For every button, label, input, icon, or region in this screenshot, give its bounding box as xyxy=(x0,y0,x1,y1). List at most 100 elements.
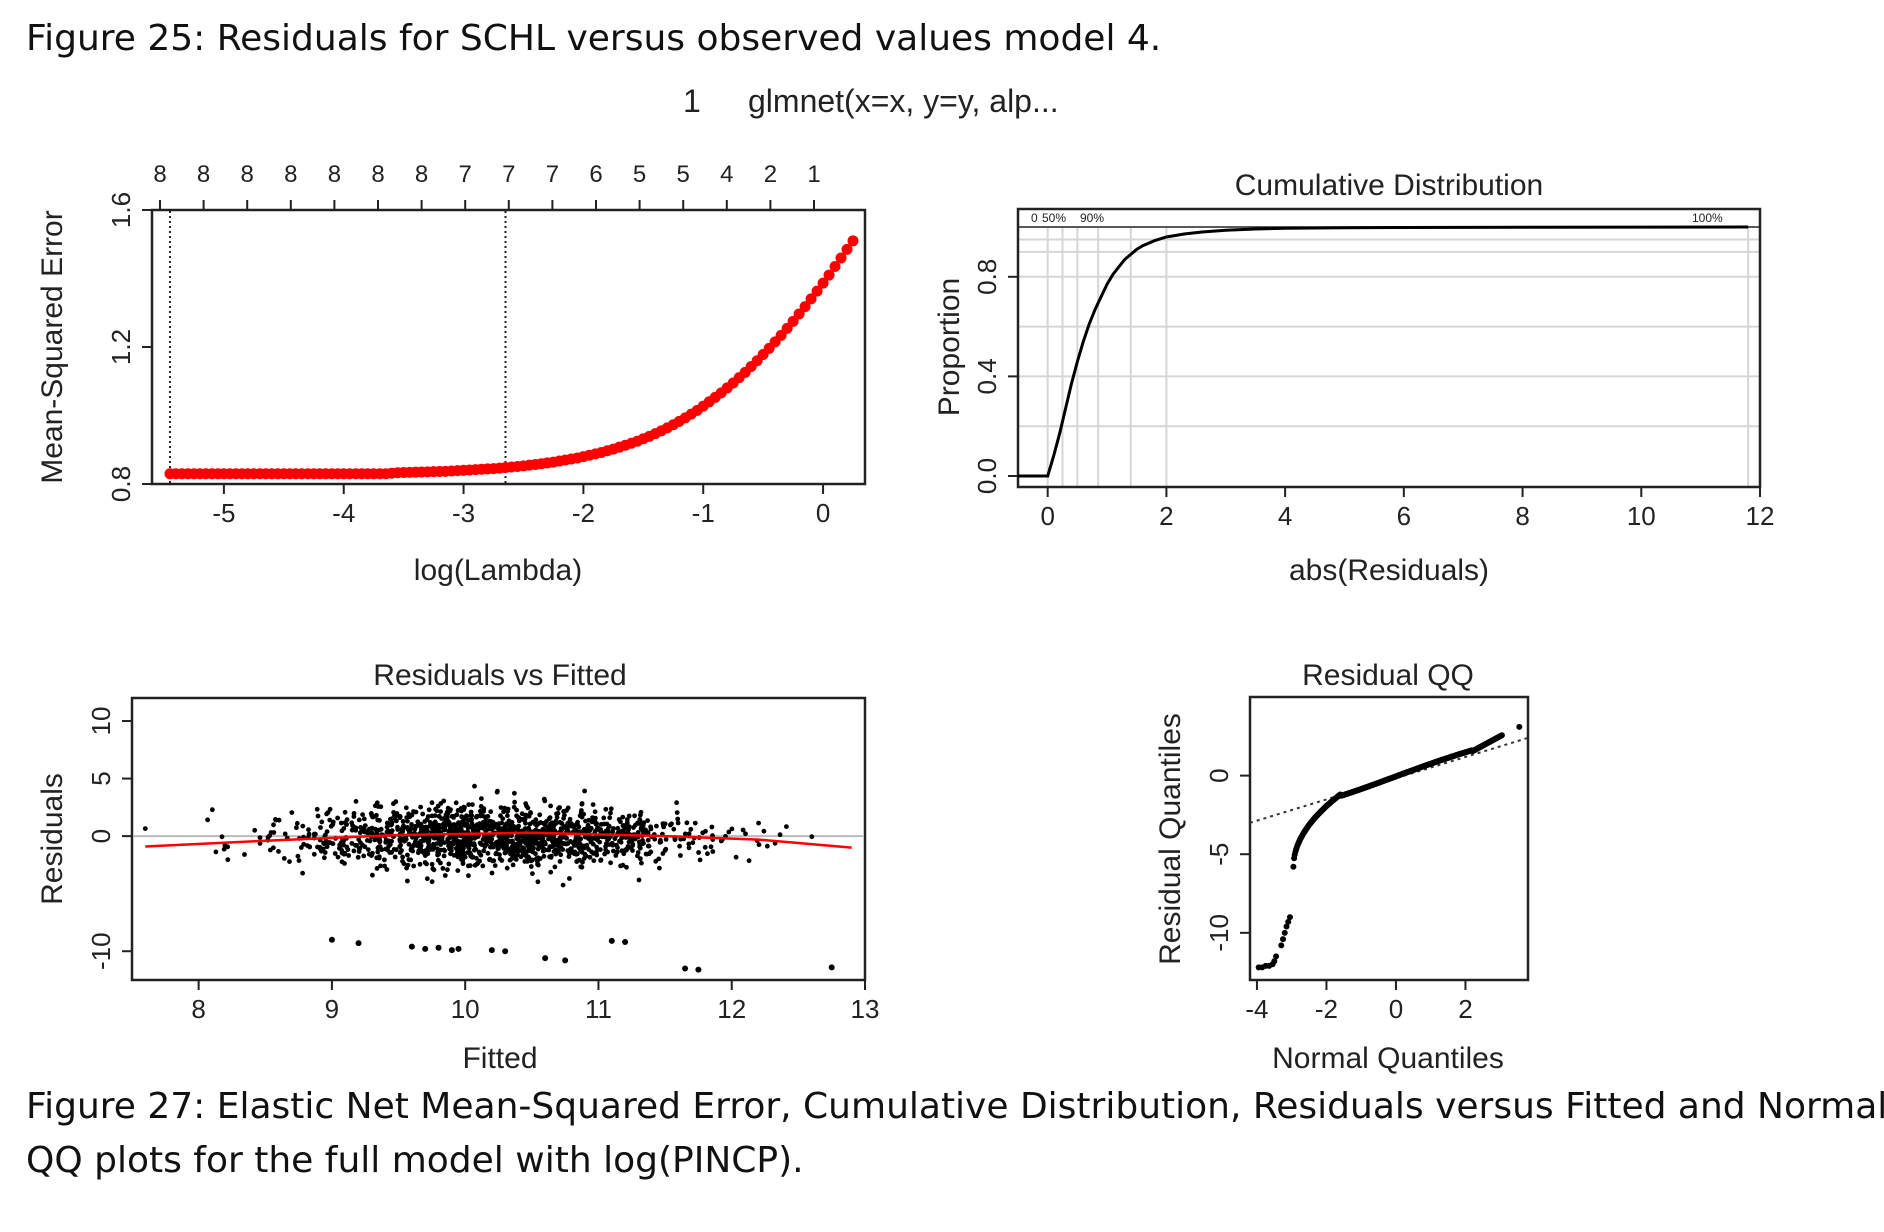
mse-x-axis: -5 -4 -3 -2 -1 0 xyxy=(212,484,830,528)
residual-point xyxy=(514,836,520,841)
residual-point xyxy=(405,825,410,830)
residual-point xyxy=(474,814,479,820)
mse-point xyxy=(823,269,835,281)
residual-outlier xyxy=(608,937,615,944)
residual-point xyxy=(387,850,393,855)
residual-point xyxy=(313,831,318,837)
mse-x-tick-label: -4 xyxy=(332,498,355,528)
residual-point xyxy=(358,825,363,830)
qq-x-axis: -4 -2 0 2 xyxy=(1245,980,1473,1024)
residual-outlier xyxy=(828,964,835,971)
residual-point xyxy=(541,796,547,802)
qq-tail-point xyxy=(1271,958,1278,965)
residual-point xyxy=(740,827,746,833)
residual-point xyxy=(533,817,539,823)
residual-point xyxy=(521,836,526,841)
cumulative-x-tick-label: 2 xyxy=(1159,501,1173,531)
residual-qq-title: Residual QQ xyxy=(1302,659,1474,692)
residual-point xyxy=(441,847,447,853)
residual-point xyxy=(384,820,390,826)
residual-point xyxy=(442,873,448,878)
residual-point xyxy=(372,837,378,843)
mse-point xyxy=(847,235,859,247)
residual-point xyxy=(624,847,629,853)
residual-point xyxy=(424,861,429,867)
residual-outlier xyxy=(448,947,455,954)
residual-point xyxy=(567,816,573,822)
residuals-x-axis: 8 9 10 11 12 13 xyxy=(191,980,879,1024)
residual-point xyxy=(315,813,321,819)
residual-point xyxy=(439,816,444,821)
residual-point xyxy=(445,818,451,824)
mse-x-tick-label: -1 xyxy=(692,498,715,528)
qq-y-axis: -10 -5 0 xyxy=(1204,768,1250,952)
residual-point xyxy=(225,857,231,863)
residual-point xyxy=(417,841,423,846)
residual-point xyxy=(608,860,613,866)
residual-point xyxy=(636,839,642,845)
residual-point xyxy=(668,822,673,828)
residual-point xyxy=(375,804,381,809)
top-axis-label: 5 xyxy=(633,161,646,188)
residual-point xyxy=(570,840,576,845)
cumulative-y-label: Proportion xyxy=(933,278,966,416)
residual-point xyxy=(376,827,382,833)
residual-point xyxy=(614,842,619,848)
residual-point xyxy=(295,853,301,859)
mse-point xyxy=(811,285,823,297)
mse-y-label: Mean-Squared Error xyxy=(36,210,69,483)
residual-point xyxy=(562,824,567,830)
residual-point xyxy=(461,843,467,848)
residual-point xyxy=(377,838,383,844)
residual-point xyxy=(608,810,613,816)
residual-point xyxy=(314,806,320,812)
residual-point xyxy=(508,848,514,853)
residual-point xyxy=(252,827,258,833)
mse-y-tick-label: 1.6 xyxy=(106,192,136,228)
residual-point xyxy=(257,835,263,840)
residual-point xyxy=(391,813,397,819)
residual-point xyxy=(205,817,211,823)
mse-point xyxy=(787,315,799,327)
residual-point xyxy=(640,823,646,828)
residual-point xyxy=(559,821,565,826)
residual-outlier xyxy=(435,944,442,951)
qq-x-tick-label: 2 xyxy=(1458,994,1472,1024)
mse-point xyxy=(793,308,805,320)
residual-point xyxy=(429,879,435,885)
residual-point xyxy=(507,857,513,863)
residual-point xyxy=(471,841,477,846)
residual-point xyxy=(598,847,603,852)
residual-point xyxy=(562,812,567,818)
residual-outlier xyxy=(682,965,689,972)
quantile-label-90: 90% xyxy=(1080,211,1104,225)
residual-point xyxy=(489,821,495,827)
residual-point xyxy=(579,864,585,870)
residual-point xyxy=(552,837,558,843)
residual-point xyxy=(403,837,409,843)
residual-point xyxy=(356,817,362,823)
residual-point xyxy=(601,815,607,821)
cumulative-grid xyxy=(1019,228,1759,486)
cumulative-title: Cumulative Distribution xyxy=(1235,169,1543,202)
residual-point xyxy=(645,830,651,835)
residual-point xyxy=(495,788,500,794)
residual-point xyxy=(565,805,571,811)
qq-points xyxy=(1255,723,1523,971)
residual-point xyxy=(384,824,390,830)
residual-point xyxy=(552,864,558,870)
residual-point xyxy=(424,876,430,882)
cumulative-x-tick-label: 0 xyxy=(1040,501,1054,531)
residual-point xyxy=(566,854,572,859)
residual-point xyxy=(638,809,644,815)
residual-point xyxy=(351,811,357,816)
residual-point xyxy=(462,854,468,860)
mse-point xyxy=(799,301,811,313)
residual-point xyxy=(321,841,327,846)
residual-point xyxy=(422,826,427,832)
residual-point xyxy=(455,854,461,860)
residual-point xyxy=(289,810,295,815)
residual-point xyxy=(438,809,443,814)
residual-point xyxy=(397,850,403,855)
